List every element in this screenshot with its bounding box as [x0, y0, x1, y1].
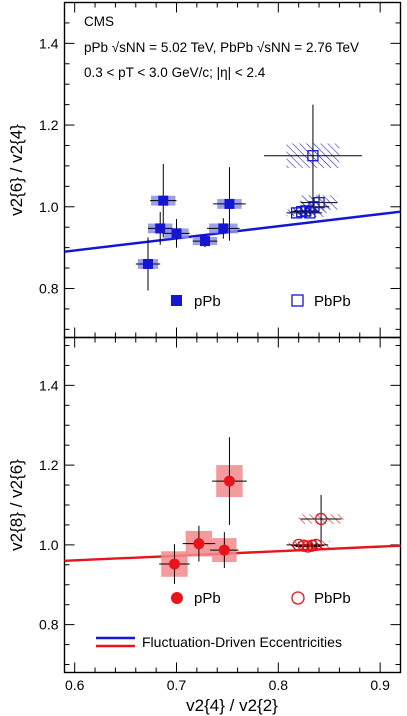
top-ppb-point	[158, 195, 169, 206]
bottom-ppb-point	[218, 544, 230, 556]
bottom-ytick-label: 0.8	[39, 617, 59, 633]
bottom-ylabel: v2{8} / v2{6}	[7, 459, 26, 551]
top-ppb-point	[142, 258, 153, 269]
top-panel-plot: 0.8 1.0 1.2 1.4 pPb PbPb	[39, 2, 401, 338]
top-legend-pPb-label: pPb	[194, 293, 221, 310]
model-legend: Fluctuation-Driven Eccentricities	[96, 634, 342, 650]
bottom-pbpb-point	[292, 538, 305, 552]
top-pbpb-point	[304, 207, 316, 219]
top-ppb-point	[155, 223, 166, 234]
top-legend-PbPb-label: PbPb	[314, 293, 351, 310]
top-legend-PbPb-marker	[291, 294, 304, 307]
top-pbpb-point	[307, 150, 319, 162]
top-ppb-point	[224, 198, 235, 209]
xtick-label: 0.9	[370, 677, 390, 693]
bottom-legend-pPb-marker	[171, 592, 183, 604]
bottom-pbpb-point	[297, 539, 310, 552]
bottom-legend-PbPb-marker	[291, 591, 305, 605]
top-ytick-label: 1.4	[39, 35, 59, 51]
top-ppb-point	[171, 228, 182, 239]
xtick-label: 0.8	[269, 677, 289, 693]
bottom-xlabel: v2{4} / v2{2}	[186, 696, 278, 715]
energy-line: pPb √sNN = 5.02 TeV, PbPb √sNN = 2.76 Te…	[84, 40, 359, 55]
bottom-panel-plot: 0.8 1.0 1.2 1.4 0.6 0.7 0.8 0.9 pPb PbPb	[39, 337, 401, 693]
bottom-pbpb-point	[314, 512, 328, 526]
top-ytick-label: 1.0	[39, 199, 59, 215]
top-ytick-label: 0.8	[39, 280, 59, 296]
bottom-legend-PbPb-label: PbPb	[314, 590, 351, 607]
bottom-pbpb-point	[301, 540, 314, 553]
energy-line-text: pPb √sNN = 5.02 TeV, PbPb √sNN = 2.76 Te…	[84, 40, 359, 55]
bottom-ppb-point	[168, 558, 180, 570]
xtick-label: 0.7	[167, 677, 187, 693]
top-pbpb-point	[313, 197, 325, 209]
model-legend-label: Fluctuation-Driven Eccentricities	[142, 634, 342, 650]
kinematic-cuts-line: 0.3 < pT < 3.0 GeV/c; |η| < 2.4	[84, 65, 266, 80]
top-pbpb-point	[296, 206, 308, 218]
top-ylabel: v2{6} / v2{4}	[7, 124, 26, 216]
bottom-pbpb-point	[309, 538, 323, 552]
bottom-pbpb-point	[305, 539, 319, 552]
bottom-ppb-point	[193, 538, 205, 550]
top-ppb-point	[200, 236, 211, 247]
bottom-ytick-label: 1.2	[39, 457, 59, 473]
xtick-label: 0.6	[65, 677, 85, 693]
top-ppb-point	[218, 223, 229, 234]
top-pbpb-point	[300, 205, 312, 217]
bottom-ytick-label: 1.4	[39, 377, 59, 393]
bottom-panel-frame	[63, 336, 402, 674]
experiment-label: CMS	[84, 14, 114, 29]
top-legend-pPb-marker	[171, 295, 182, 306]
bottom-legend-pPb-label: pPb	[194, 590, 221, 607]
bottom-ytick-label: 1.0	[39, 537, 59, 553]
top-ytick-label: 1.2	[39, 117, 59, 133]
bottom-ppb-point	[223, 475, 235, 487]
